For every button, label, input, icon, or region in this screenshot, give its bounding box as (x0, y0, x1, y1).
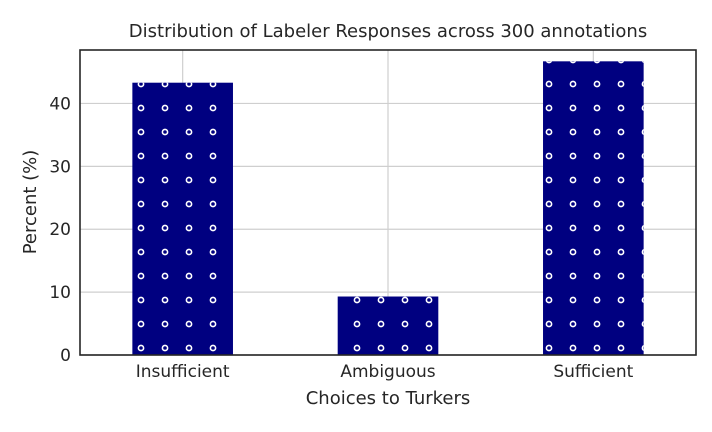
y-tick-label: 30 (49, 157, 71, 177)
plot-frame (79, 49, 697, 356)
x-axis-ticks: Insufficient Ambiguous Sufficient (136, 362, 634, 382)
chart-title: Distribution of Labeler Responses across… (129, 21, 647, 42)
y-axis-label: Percent (%) (20, 150, 41, 255)
bar-hatch (543, 61, 644, 356)
y-tick-label: 0 (60, 346, 71, 366)
x-tick-label: Ambiguous (340, 362, 435, 382)
y-tick-label: 40 (49, 94, 71, 114)
bar-hatch (337, 296, 439, 355)
x-axis-label: Choices to Turkers (306, 388, 471, 409)
y-tick-label: 20 (49, 220, 71, 240)
x-tick-label: Sufficient (553, 362, 633, 382)
bar-layer (132, 61, 644, 356)
y-tick-label: 10 (49, 283, 71, 303)
x-tick-label: Insufficient (136, 362, 230, 382)
bar-hatch (132, 82, 233, 355)
y-axis-ticks: 0 10 20 30 40 (49, 94, 71, 366)
